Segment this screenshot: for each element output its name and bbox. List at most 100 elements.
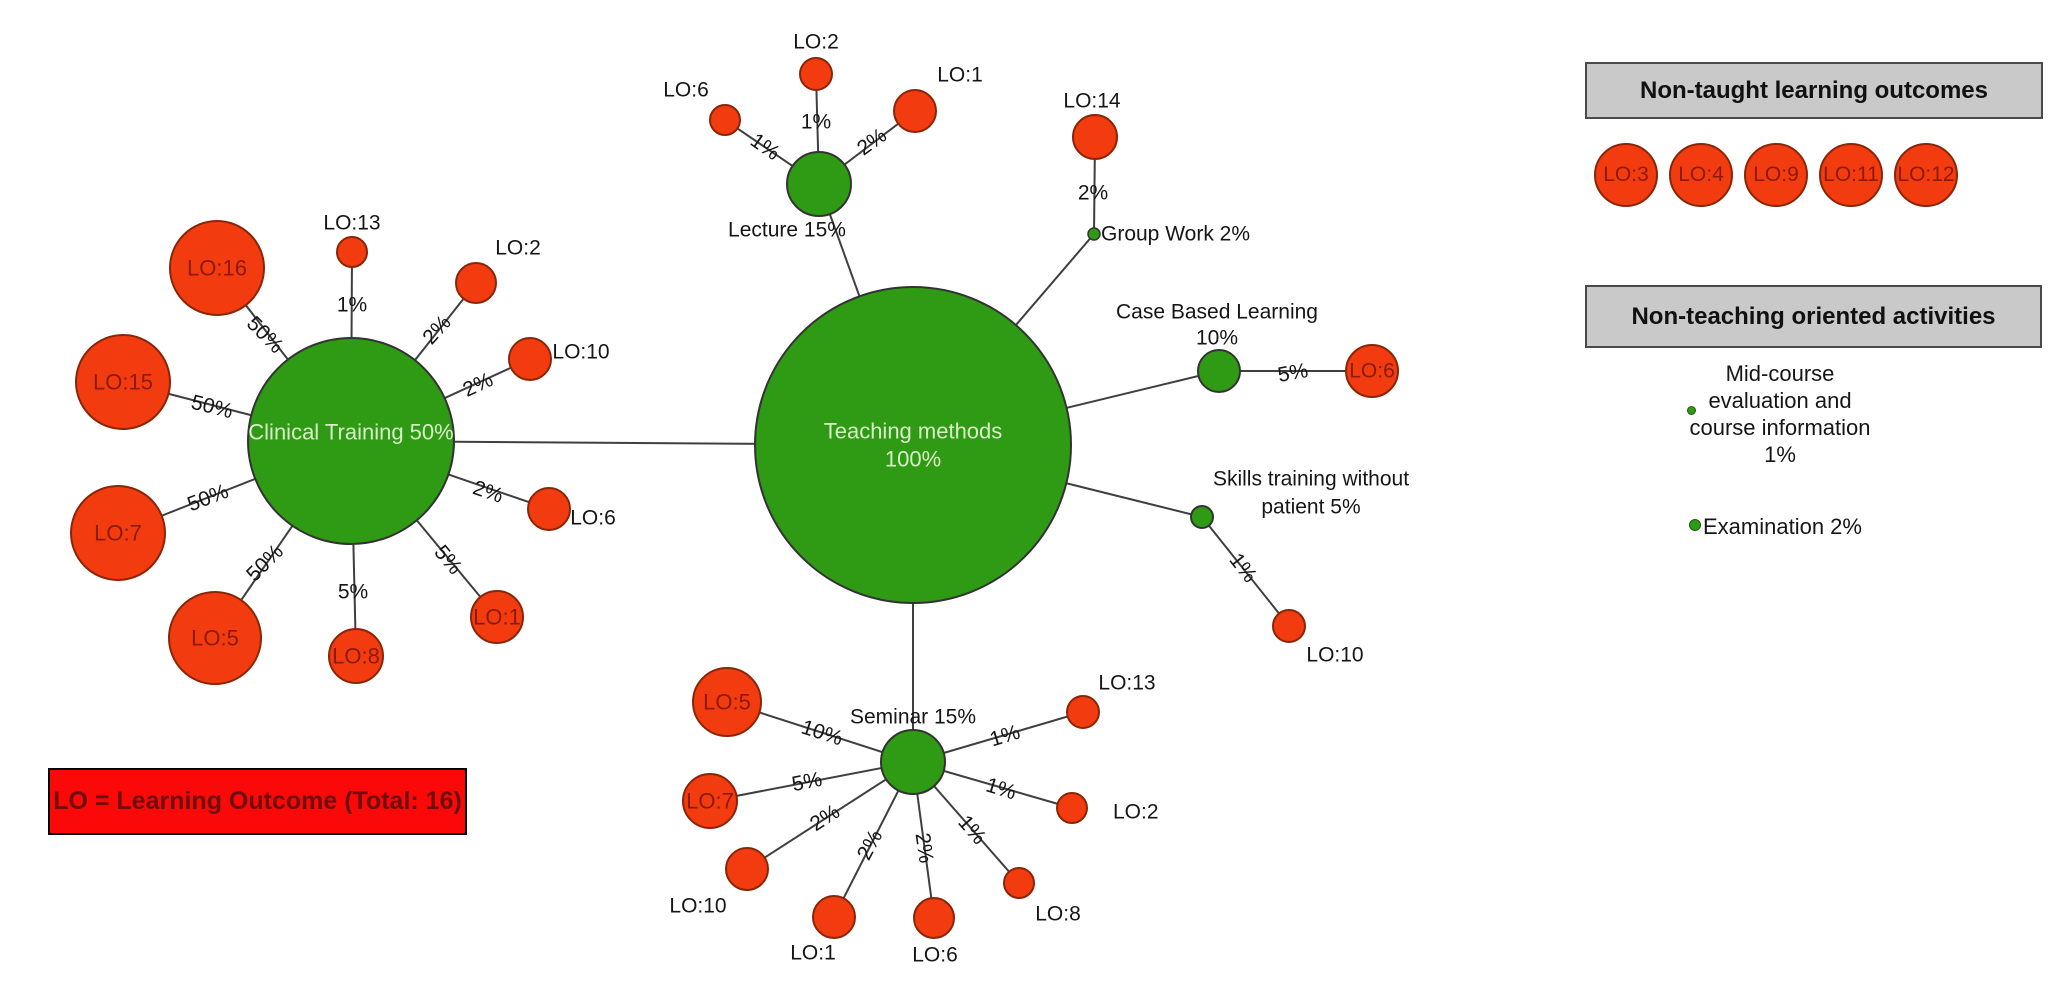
lo-1-label: LO:1 <box>790 942 836 965</box>
node-label-lo7-clinical: LO:7 <box>94 521 142 546</box>
lo-13-label: LO:13 <box>323 212 380 235</box>
5-label: 5% <box>790 768 824 796</box>
1-label: 1% <box>987 721 1023 752</box>
legend-outcome-lo-11: LO:11 <box>1819 143 1883 207</box>
lo-2-label: LO:2 <box>1113 801 1159 824</box>
node-label-lo1-clinical: LO:1 <box>473 605 521 630</box>
node-lo8-seminar <box>1003 867 1035 899</box>
lo-8-label: LO:8 <box>1035 903 1081 926</box>
50-label: 50% <box>184 480 231 517</box>
node-lo16-clinical <box>169 220 265 316</box>
lo-1-label: LO:1 <box>937 64 983 87</box>
lo-10-label: LO:10 <box>1306 644 1363 667</box>
node-lo14-group-work <box>1072 114 1118 160</box>
mid-course-evaluation-label: Mid-course evaluation and course informa… <box>1689 361 1871 467</box>
lo-10-label: LO:10 <box>669 895 726 918</box>
2-label: 2% <box>459 368 496 402</box>
node-lo7-clinical <box>70 485 166 581</box>
mid-course-dot-icon <box>1687 406 1696 415</box>
node-lo10-skills <box>1272 609 1306 643</box>
examination-dot-icon <box>1689 519 1701 531</box>
node-lo5-seminar <box>692 667 762 737</box>
node-lo6-case-based <box>1345 344 1399 398</box>
node-lo6-lecture <box>709 104 741 136</box>
lo-2-label: LO:2 <box>793 31 839 54</box>
node-lo2-clinical <box>455 262 497 304</box>
1-label: 1% <box>983 774 1019 805</box>
node-label-lo6-case-based: LO:6 <box>1349 360 1395 383</box>
node-lo6-seminar <box>913 897 955 939</box>
node-lo10-clinical <box>508 337 552 381</box>
lo-14-label: LO:14 <box>1063 90 1121 113</box>
lecture-15-label: Lecture 15% <box>728 219 846 242</box>
1-label: 1% <box>746 129 784 165</box>
node-lo15-clinical <box>75 334 171 430</box>
non-taught-outcome-circles: LO:3 LO:4 LO:9 LO:11 LO:12 <box>1594 143 1958 207</box>
case-based-learning-label: Case Based Learning <box>1116 301 1318 324</box>
lo-2-label: LO:2 <box>495 237 541 260</box>
5-label: 5% <box>1276 359 1310 387</box>
skills-training-without-label: Skills training without patient 5% <box>1213 468 1409 519</box>
node-label-clinical-training: Clinical Training 50% <box>248 420 453 445</box>
2-label: 2% <box>853 826 888 864</box>
50-label: 50% <box>189 391 235 423</box>
node-label-teaching-methods: Teaching methods 100% <box>824 419 1003 472</box>
node-lo2-lecture <box>799 57 833 91</box>
node-clinical-training <box>247 337 455 545</box>
lo-13-label: LO:13 <box>1098 672 1155 695</box>
lo-abbreviation-note-box: LO = Learning Outcome (Total: 16) <box>48 768 467 835</box>
legend-outcome-lo-9: LO:9 <box>1744 143 1808 207</box>
5-label: 5% <box>338 581 368 604</box>
seminar-15-label: Seminar 15% <box>850 706 976 729</box>
node-skills-training <box>1190 505 1214 529</box>
node-teaching-methods <box>754 286 1072 604</box>
10-label: 10% <box>1196 327 1238 350</box>
node-lo13-clinical <box>336 236 368 268</box>
lo-6-label: LO:6 <box>570 507 616 530</box>
node-lo1-clinical <box>470 590 524 644</box>
1-label: 1% <box>337 294 367 317</box>
node-lo10-seminar <box>725 847 769 891</box>
legend-outcome-lo-3: LO:3 <box>1594 143 1658 207</box>
node-label-lo15-clinical: LO:15 <box>93 370 153 395</box>
lo-6-label: LO:6 <box>912 944 958 967</box>
lo-abbreviation-note-text: LO = Learning Outcome (Total: 16) <box>53 787 462 815</box>
node-lo8-clinical <box>328 628 384 684</box>
node-label-lo8-clinical: LO:8 <box>332 644 380 669</box>
node-label-lo5-clinical: LO:5 <box>191 626 239 651</box>
50-label: 50% <box>242 540 288 586</box>
node-lo5-clinical <box>168 591 262 685</box>
node-group-work <box>1087 227 1101 241</box>
2-label: 2% <box>1078 182 1108 205</box>
node-lo1-lecture <box>893 89 937 133</box>
legend-outcome-lo-4: LO:4 <box>1669 143 1733 207</box>
10-label: 10% <box>798 716 845 751</box>
examination-label: Examination 2% <box>1703 514 1862 539</box>
node-label-lo5-seminar: LO:5 <box>703 690 751 715</box>
node-case-based-learning <box>1197 349 1241 393</box>
node-lo1-seminar <box>812 895 856 939</box>
non-teaching-legend-header: Non-teaching oriented activities <box>1585 285 2042 348</box>
1-label: 1% <box>801 111 831 134</box>
node-lo2-seminar <box>1056 792 1088 824</box>
1-label: 1% <box>1225 549 1262 587</box>
non-taught-legend-header: Non-taught learning outcomes <box>1585 62 2043 119</box>
group-work-2-label: Group Work 2% <box>1101 223 1250 246</box>
node-lecture <box>786 151 852 217</box>
node-seminar <box>880 729 946 795</box>
2-label: 2% <box>806 800 844 836</box>
node-lo7-seminar <box>682 773 738 829</box>
2-label: 2% <box>470 476 506 508</box>
node-lo13-seminar <box>1066 695 1100 729</box>
edge-13 <box>709 761 914 802</box>
node-lo6-clinical <box>527 487 571 531</box>
edge-11 <box>1201 516 1290 627</box>
lo-10-label: LO:10 <box>552 341 609 364</box>
node-label-lo16-clinical: LO:16 <box>187 256 247 281</box>
legend-outcome-lo-12: LO:12 <box>1894 143 1958 207</box>
lo-6-label: LO:6 <box>663 79 709 102</box>
node-label-lo7-seminar: LO:7 <box>686 789 734 814</box>
2-label: 2% <box>910 831 937 864</box>
